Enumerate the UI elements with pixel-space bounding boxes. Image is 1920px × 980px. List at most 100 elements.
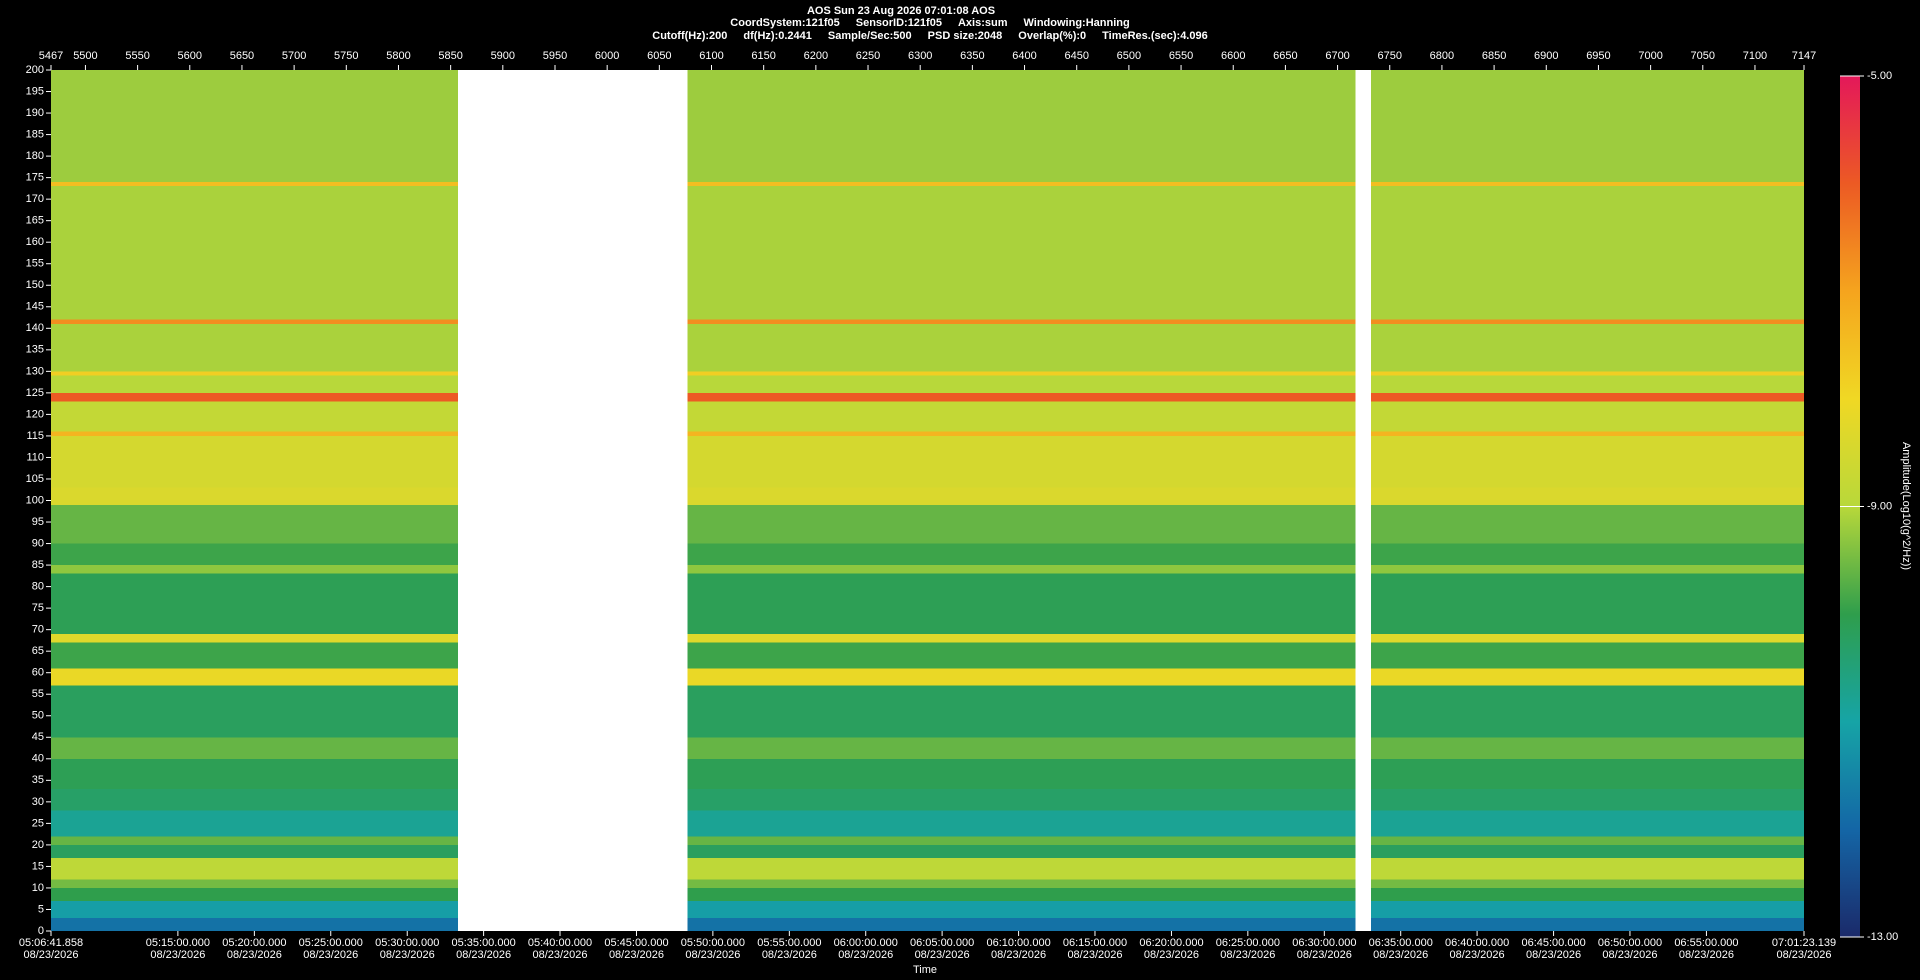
x-axis-label: Time: [913, 964, 937, 976]
y-tick-label: 175: [26, 172, 44, 184]
spectrogram-cell: [51, 565, 458, 574]
x-tick-label: 5800: [386, 50, 410, 62]
spectrogram-cell: [51, 633, 458, 643]
spectrogram-cell: [51, 487, 458, 505]
time-tick-label: 05:20:00.000: [222, 937, 286, 949]
time-tick-label: 05:25:00.000: [299, 937, 363, 949]
y-tick-label: 0: [38, 925, 44, 937]
y-tick-label: 50: [32, 710, 44, 722]
spectrogram-cell: [51, 737, 458, 759]
spectrogram-cell: [687, 737, 1356, 759]
spectrogram-cell: [1370, 543, 1804, 566]
chart-title: AOS Sun 23 Aug 2026 07:01:08 AOS: [807, 5, 995, 17]
spectrogram-cell: [1370, 186, 1804, 320]
spectrogram-cell: [687, 857, 1356, 880]
y-tick-label: 45: [32, 731, 44, 743]
spectrogram-cell: [51, 431, 458, 436]
spectrogram-cell: [51, 181, 458, 187]
spectrogram-cell: [51, 668, 458, 686]
x-tick-label: 5900: [491, 50, 515, 62]
spectrogram-cell: [1370, 685, 1804, 738]
spectrogram-cell: [1370, 573, 1804, 634]
spectrogram-cell: [687, 668, 1356, 686]
time-tick-label: 06:45:00.000: [1521, 937, 1585, 949]
y-tick-label: 165: [26, 215, 44, 227]
spectrogram-cell: [1370, 504, 1804, 544]
spectrogram-cell: [51, 186, 458, 320]
y-tick-label: 60: [32, 667, 44, 679]
x-tick-label: 6350: [960, 50, 984, 62]
spectrogram-cell: [51, 758, 458, 789]
header-info: Overlap(%):0: [1018, 30, 1086, 42]
spectrogram-cell: [687, 181, 1356, 187]
x-tick-label: 6400: [1012, 50, 1036, 62]
y-tick-label: 155: [26, 258, 44, 270]
date-tick-label: 08/23/2026: [685, 949, 740, 961]
time-tick-label: 05:15:00.000: [146, 937, 210, 949]
x-tick-label: 6850: [1482, 50, 1506, 62]
x-tick-label: 6000: [595, 50, 619, 62]
spectrogram-cell: [687, 918, 1356, 931]
header-info: Cutoff(Hz):200: [652, 30, 727, 42]
spectrogram-cell: [687, 319, 1356, 324]
spectrogram-cell: [51, 685, 458, 738]
x-tick-label: 6450: [1064, 50, 1088, 62]
spectrogram-cell: [51, 543, 458, 566]
spectrogram-cell: [51, 900, 458, 919]
y-tick-label: 180: [26, 150, 44, 162]
spectrogram-cell: [687, 431, 1356, 436]
spectrogram-cell: [1370, 319, 1804, 324]
x-tick-label: 5600: [178, 50, 202, 62]
spectrogram-cell: [51, 887, 458, 901]
time-tick-label: 06:10:00.000: [986, 937, 1050, 949]
spectrogram-cell: [687, 844, 1356, 858]
date-tick-label: 08/23/2026: [1067, 949, 1122, 961]
date-tick-label: 08/23/2026: [1297, 949, 1352, 961]
spectrogram-cell: [1370, 900, 1804, 919]
spectrogram-cell: [687, 543, 1356, 566]
header-info: TimeRes.(sec):4.096: [1102, 30, 1208, 42]
spectrogram-cell: [1370, 857, 1804, 880]
spectrogram-cell: [687, 504, 1356, 544]
date-tick-label: 08/23/2026: [1220, 949, 1275, 961]
y-tick-label: 25: [32, 817, 44, 829]
spectrogram-cell: [687, 401, 1356, 432]
x-tick-label: 5700: [282, 50, 306, 62]
x-tick-label: 7100: [1743, 50, 1767, 62]
x-tick-label: 5500: [73, 50, 97, 62]
spectrogram-cell: [1370, 375, 1804, 393]
spectrogram-cell: [51, 810, 458, 837]
spectrogram-cell: [1370, 565, 1804, 574]
date-tick-label: 08/23/2026: [1526, 949, 1581, 961]
spectrogram-cell: [1370, 181, 1804, 187]
y-tick-label: 115: [26, 430, 44, 442]
spectrogram-cell: [1370, 810, 1804, 837]
spectrogram-cell: [51, 836, 458, 845]
spectrogram-cell: [687, 487, 1356, 505]
spectrogram-cell: [51, 319, 458, 324]
x-tick-label: 6800: [1430, 50, 1454, 62]
y-tick-label: 70: [32, 624, 44, 636]
date-tick-label: 08/23/2026: [303, 949, 358, 961]
spectrogram-cell: [687, 392, 1356, 402]
y-tick-label: 5: [38, 903, 44, 915]
spectrogram-cell: [1370, 836, 1804, 845]
time-tick-label: 05:06:41.858: [19, 937, 83, 949]
y-tick-label: 15: [32, 860, 44, 872]
time-tick-label: 05:50:00.000: [681, 937, 745, 949]
colorbar-tick-label: -5.00: [1867, 70, 1892, 82]
time-tick-label: 06:35:00.000: [1369, 937, 1433, 949]
date-tick-label: 08/23/2026: [1450, 949, 1505, 961]
spectrogram-cell: [687, 900, 1356, 919]
header-info: SensorID:121f05: [856, 17, 942, 29]
spectrogram-cell: [51, 375, 458, 393]
spectrogram-cell: [687, 435, 1356, 488]
time-tick-label: 05:45:00.000: [604, 937, 668, 949]
x-tick-label: 6600: [1221, 50, 1245, 62]
x-tick-label: 5650: [230, 50, 254, 62]
y-tick-label: 35: [32, 774, 44, 786]
spectrogram-cell: [51, 371, 458, 376]
y-tick-label: 170: [26, 193, 44, 205]
x-tick-label: 7050: [1691, 50, 1715, 62]
